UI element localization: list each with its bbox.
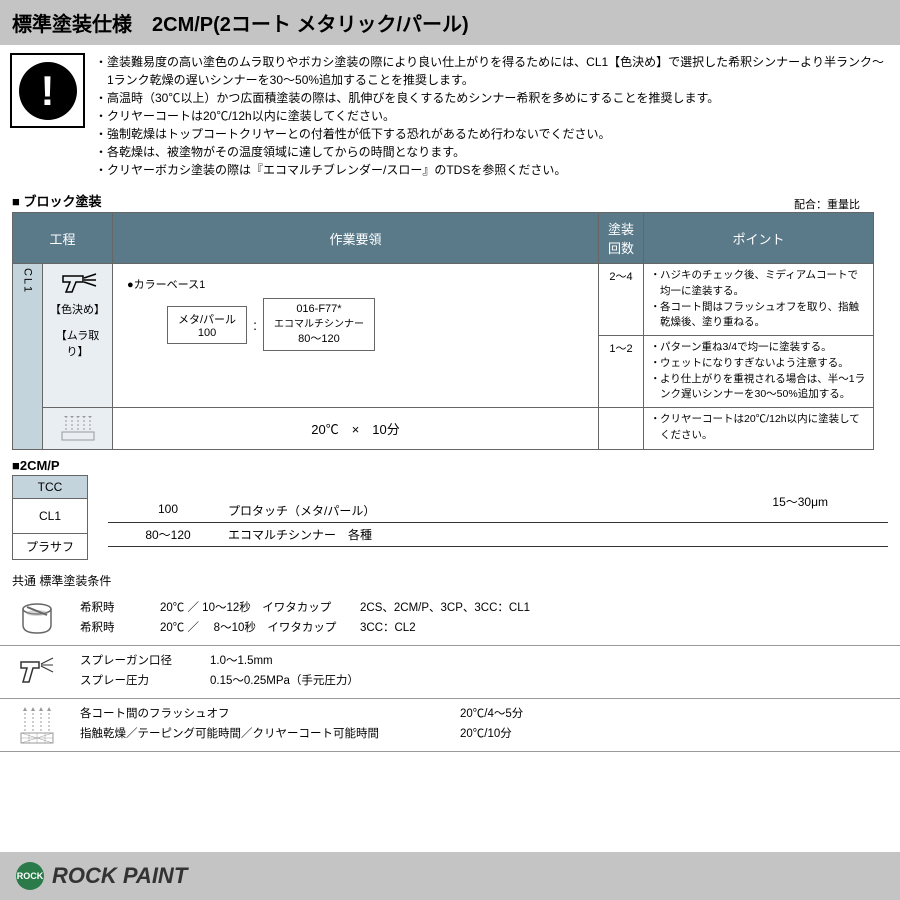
layer-title: ■2CM/P bbox=[12, 458, 888, 473]
spray-gun-icon bbox=[12, 652, 62, 692]
drying-cell: 20℃ × 10分 bbox=[113, 408, 599, 450]
info-item: 強制乾燥はトップコートクリヤーとの付着性が低下する恐れがあるため行わないでくださ… bbox=[95, 125, 890, 143]
footer-text: ROCK PAINT bbox=[52, 863, 187, 889]
sub-cells: 【色決め】 【ムラ取り】 bbox=[43, 264, 113, 408]
work-cell: ●カラーベース1 メタ/パール100 : 016-F77*エコマルチシンナー80… bbox=[113, 264, 599, 408]
points3: クリヤーコートは20℃/12h以内に塗装してください。 bbox=[644, 408, 874, 450]
layer-data: 100プロタッチ（メタ/パール） 80～120エコマルチシンナー 各種 15～3… bbox=[88, 475, 888, 560]
points2: パターン重ね3/4で均一に塗装する。ウェットになりすぎないよう注意する。より仕上… bbox=[644, 336, 874, 408]
info-item: 高温時（30℃以上）かつ広面積塗装の際は、肌伸びを良くするためシンナー希釈を多め… bbox=[95, 89, 890, 107]
count1: 2～4 bbox=[599, 264, 644, 336]
points1: ハジキのチェック後、ミディアムコートで均一に塗装する。各コート間はフラッシュオフ… bbox=[644, 264, 874, 336]
count2: 1～2 bbox=[599, 336, 644, 408]
cup-icon bbox=[12, 599, 62, 639]
flash-icon bbox=[12, 705, 62, 745]
page-title: 標準塗装仕様 2CM/P(2コート メタリック/パール) bbox=[12, 8, 888, 37]
th-count: 塗装回数 bbox=[599, 213, 644, 264]
info-item: クリヤーコートは20℃/12h以内に塗装してください。 bbox=[95, 107, 890, 125]
cond-title: 共通 標準塗装条件 bbox=[12, 572, 900, 589]
footer: ROCK ROCK PAINT bbox=[0, 852, 900, 900]
ratio-label: 配合：重量比 bbox=[0, 196, 900, 212]
th-point: ポイント bbox=[644, 213, 874, 264]
info-item: クリヤーボカシ塗装の際は『エコマルチブレンダー/スロー』のTDSを参照ください。 bbox=[95, 161, 890, 179]
th-process: 工程 bbox=[13, 213, 113, 264]
cl1-cell: CL1 bbox=[13, 264, 43, 450]
header: 標準塗装仕様 2CM/P(2コート メタリック/パール) bbox=[0, 0, 900, 45]
layer-section: ■2CM/P TCC CL1 プラサフ 100プロタッチ（メタ/パール） 80～… bbox=[12, 458, 888, 560]
info-list: 塗装難易度の高い塗色のムラ取りやボカシ塗装の際により良い仕上がりを得るためには、… bbox=[95, 53, 890, 179]
alert-icon: ! bbox=[10, 53, 85, 128]
footer-logo: ROCK bbox=[16, 862, 44, 890]
layer-labels: TCC CL1 プラサフ bbox=[12, 475, 88, 560]
info-row: ! 塗装難易度の高い塗色のムラ取りやボカシ塗装の際により良い仕上がりを得るために… bbox=[0, 45, 900, 187]
drying-icon-cell bbox=[43, 408, 113, 450]
th-work: 作業要領 bbox=[113, 213, 599, 264]
main-table: 工程 作業要領 塗装回数 ポイント CL1 【色決め】 【ムラ取り】 ●カラーベ… bbox=[12, 212, 874, 450]
cond-spray: スプレーガン口径1.0～1.5mmスプレー圧力0.15～0.25MPa（手元圧力… bbox=[0, 646, 900, 699]
cond-viscosity: 希釈時20℃ ／ 10～12秒 イワタカップ2CS、2CM/P、3CP、3CC：… bbox=[0, 593, 900, 646]
cond-flash: 各コート間のフラッシュオフ20℃/4～5分指触乾燥／テーピング可能時間／クリヤー… bbox=[0, 699, 900, 752]
info-item: 塗装難易度の高い塗色のムラ取りやボカシ塗装の際により良い仕上がりを得るためには、… bbox=[95, 53, 890, 89]
info-item: 各乾燥は、被塗物がその温度領域に達してからの時間となります。 bbox=[95, 143, 890, 161]
